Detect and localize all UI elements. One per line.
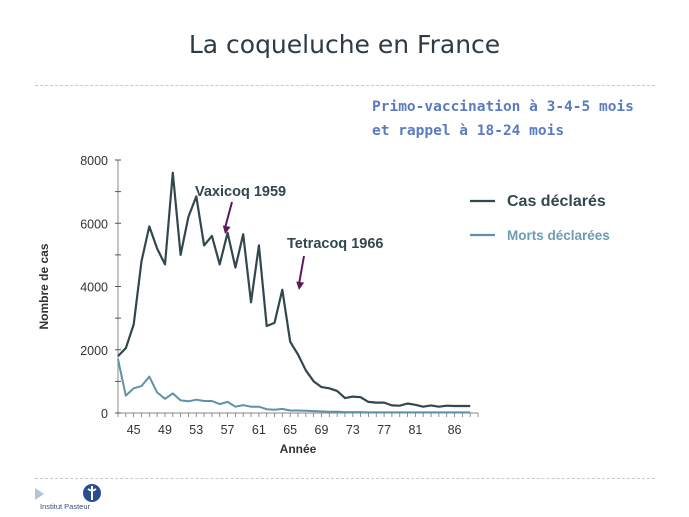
- y-tick-label: 4000: [80, 281, 108, 295]
- y-axis-label: Nombre de cas: [37, 243, 51, 329]
- y-tick-label: 0: [101, 407, 108, 421]
- chart-annotations: Vaxicoq 1959 Tetracoq 1966: [195, 184, 383, 290]
- x-tick-label: 49: [158, 423, 172, 437]
- annotation-arrowhead: [296, 281, 305, 290]
- annotation-arrow: [224, 201, 233, 229]
- x-tick-label: 86: [448, 423, 462, 437]
- annotation-label: Tetracoq 1966: [287, 236, 383, 252]
- note-line-1: Primo-vaccination à 3-4-5 mois: [372, 99, 634, 115]
- x-tick-label: 45: [127, 423, 141, 437]
- footer-divider: [35, 478, 655, 479]
- institut-pasteur-logo-icon: [83, 484, 101, 502]
- legend-label: Cas déclarés: [507, 193, 606, 210]
- x-tick-label: 81: [408, 423, 422, 437]
- x-tick-label: 61: [252, 423, 266, 437]
- series-line-cas-declares: [117, 171, 471, 408]
- chart-legend: Cas déclarés Morts déclarées: [470, 193, 610, 243]
- title-divider: [35, 85, 655, 86]
- annotation-arrow: [298, 255, 305, 285]
- chart-ticks: 0 2000 4000 6000 8000 45 49 53 57 61 65 69 73 77 81 86 A…: [37, 154, 479, 456]
- note-line-2: et rappel à 18-24 mois: [372, 123, 565, 139]
- x-tick-label: 65: [283, 423, 297, 437]
- y-tick-label: 6000: [80, 217, 108, 231]
- x-tick-label: 53: [189, 423, 203, 437]
- series-line-morts-declarees: [117, 358, 471, 414]
- y-tick-label: 8000: [80, 154, 108, 168]
- x-tick-label: 77: [377, 423, 391, 437]
- annotation-arrowhead: [222, 225, 231, 234]
- logo-text: Institut Pasteur: [40, 502, 91, 511]
- chart-lines: [117, 171, 471, 414]
- vaccination-note: Primo-vaccination à 3-4-5 mois et rappel…: [372, 95, 634, 143]
- x-tick-label: 69: [315, 423, 329, 437]
- legend-label: Morts déclarées: [507, 228, 610, 243]
- x-tick-label: 73: [346, 423, 360, 437]
- annotation-label: Vaxicoq 1959: [195, 184, 286, 200]
- footer-arrow-icon: [35, 488, 44, 500]
- x-tick-label: 57: [221, 423, 235, 437]
- slide-title: La coqueluche en France: [188, 30, 501, 59]
- y-tick-label: 2000: [80, 344, 108, 358]
- x-axis-label: Année: [280, 442, 317, 456]
